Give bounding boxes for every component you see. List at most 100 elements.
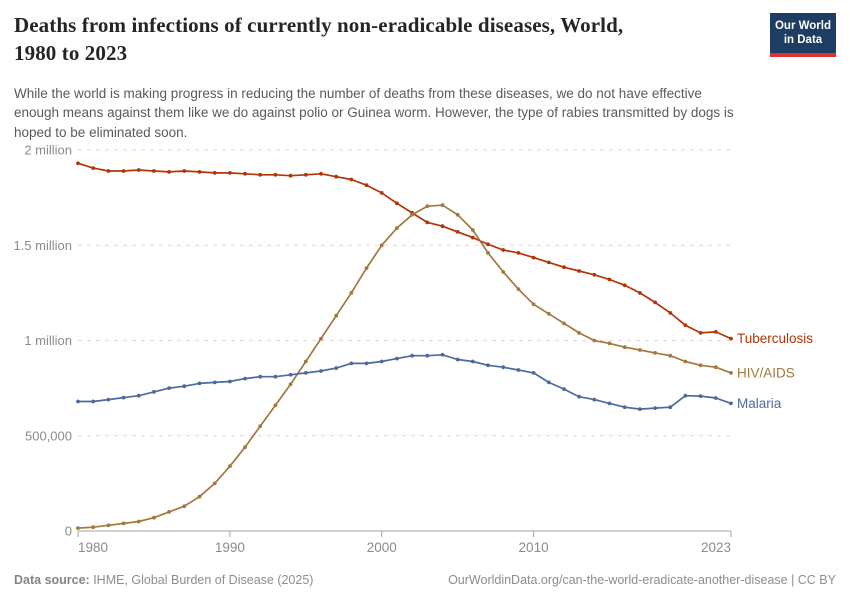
series-point-malaria <box>470 359 475 364</box>
series-line-hiv-aids[interactable] <box>77 204 732 529</box>
series-point-malaria <box>440 352 445 357</box>
series-point-hiv-aids <box>152 515 156 520</box>
chart-subtitle-line1: While the world is making progress in re… <box>14 86 702 101</box>
series-point-hiv-aids <box>638 348 642 352</box>
series-point-malaria <box>501 365 506 370</box>
series-point-malaria <box>683 393 688 398</box>
series-point-malaria <box>562 387 566 391</box>
series-point-tuberculosis <box>167 170 172 174</box>
series-point-malaria <box>334 366 339 370</box>
line-chart-plot-area[interactable]: 0 500,000 1 million 1.5 million 2 million 198… <box>0 140 850 560</box>
series-point-tuberculosis <box>638 291 642 295</box>
x-axis-tick-label: 1990 <box>215 540 245 555</box>
series-point-malaria <box>349 361 354 366</box>
series-point-tuberculosis <box>668 311 673 315</box>
series-point-tuberculosis <box>243 171 247 176</box>
series-point-malaria <box>258 374 263 379</box>
series-point-hiv-aids <box>440 203 445 208</box>
series-point-hiv-aids <box>501 270 506 274</box>
series-point-hiv-aids <box>683 359 688 364</box>
page-title: Deaths from infections of currently non-… <box>14 12 754 68</box>
series-point-tuberculosis <box>546 260 551 265</box>
series-point-hiv-aids <box>197 494 202 499</box>
series-point-malaria <box>668 405 673 410</box>
series-point-hiv-aids <box>668 353 673 358</box>
series-point-tuberculosis <box>562 265 566 270</box>
series-point-hiv-aids <box>455 212 460 217</box>
series-point-tuberculosis <box>395 201 399 206</box>
series-point-tuberculosis <box>228 171 232 175</box>
series-point-tuberculosis <box>486 242 490 247</box>
series-point-hiv-aids <box>713 365 718 370</box>
chart-subtitle-line3: hoped to be eliminated soon. <box>14 124 188 140</box>
series-point-malaria <box>167 386 172 390</box>
series-point-hiv-aids <box>243 445 247 450</box>
series-end-label-hiv-aids[interactable]: HIV/AIDS <box>737 365 795 380</box>
data-source-text: IHME, Global Burden of Disease (2025) <box>89 573 314 587</box>
series-point-hiv-aids <box>698 363 703 368</box>
series-point-hiv-aids <box>76 526 80 530</box>
series-point-hiv-aids <box>592 338 597 343</box>
series-point-malaria <box>182 384 187 389</box>
owid-logo[interactable]: Our World in Data <box>770 13 836 57</box>
series-point-malaria <box>713 396 718 400</box>
series-point-hiv-aids <box>303 359 308 364</box>
series-point-tuberculosis <box>182 169 187 173</box>
series-point-tuberculosis <box>197 170 202 174</box>
series-point-hiv-aids <box>319 336 323 341</box>
series-point-malaria <box>379 359 384 364</box>
series-point-hiv-aids <box>258 424 263 429</box>
series-point-tuberculosis <box>622 283 627 288</box>
series-point-malaria <box>91 399 96 404</box>
citation-link[interactable]: OurWorldinData.org/can-the-world-eradica… <box>448 573 836 587</box>
owid-logo-line2: in Data <box>783 34 823 47</box>
series-point-hiv-aids <box>334 313 339 318</box>
series-point-tuberculosis <box>607 277 612 282</box>
series-point-tuberculosis <box>698 331 703 335</box>
series-point-hiv-aids <box>516 287 521 291</box>
y-axis-tick-label: 1 million <box>24 333 72 348</box>
series-line-tuberculosis[interactable] <box>77 162 732 340</box>
series-point-tuberculosis <box>121 169 126 173</box>
series-point-malaria <box>410 353 414 358</box>
series-point-malaria <box>395 356 399 361</box>
series-point-malaria <box>212 380 217 385</box>
series-point-tuberculosis <box>76 161 80 166</box>
series-point-malaria <box>455 357 460 362</box>
series-line-malaria[interactable] <box>77 353 732 410</box>
series-point-hiv-aids <box>106 523 111 528</box>
series-point-malaria <box>653 406 657 410</box>
series-point-malaria <box>243 376 247 381</box>
series-point-tuberculosis <box>136 168 141 172</box>
series-point-hiv-aids <box>228 464 232 469</box>
y-axis-tick-label: 1.5 million <box>13 238 72 253</box>
series-point-malaria <box>288 372 293 377</box>
series-point-tuberculosis <box>683 323 688 328</box>
series-point-malaria <box>303 371 308 375</box>
series-point-hiv-aids <box>136 519 141 524</box>
series-point-tuberculosis <box>531 255 536 260</box>
series-point-tuberculosis <box>349 177 354 182</box>
series-point-tuberculosis <box>212 171 217 175</box>
series-point-hiv-aids <box>395 226 399 230</box>
series-point-tuberculosis <box>713 330 718 334</box>
series-end-label-tuberculosis[interactable]: Tuberculosis <box>737 331 813 346</box>
series-point-hiv-aids <box>273 403 278 408</box>
series-point-tuberculosis <box>440 224 445 229</box>
series-point-tuberculosis <box>288 173 293 178</box>
series-point-hiv-aids <box>379 243 384 248</box>
series-point-malaria <box>607 401 612 406</box>
series-point-tuberculosis <box>334 174 339 179</box>
series-point-hiv-aids <box>653 351 657 355</box>
series-point-malaria <box>546 380 551 385</box>
series-point-tuberculosis <box>379 191 384 195</box>
data-source-label: Data source: <box>14 573 90 587</box>
series-point-hiv-aids <box>182 504 187 509</box>
series-end-label-malaria[interactable]: Malaria <box>737 396 782 411</box>
series-point-malaria <box>516 368 521 372</box>
data-source-note[interactable]: Data source: IHME, Global Burden of Dise… <box>14 573 313 587</box>
series-point-malaria <box>531 371 536 375</box>
x-axis-tick-label: 2000 <box>367 540 397 555</box>
owid-logo-line1: Our World <box>774 20 831 32</box>
chart-footer: Data source: IHME, Global Burden of Dise… <box>14 573 836 587</box>
